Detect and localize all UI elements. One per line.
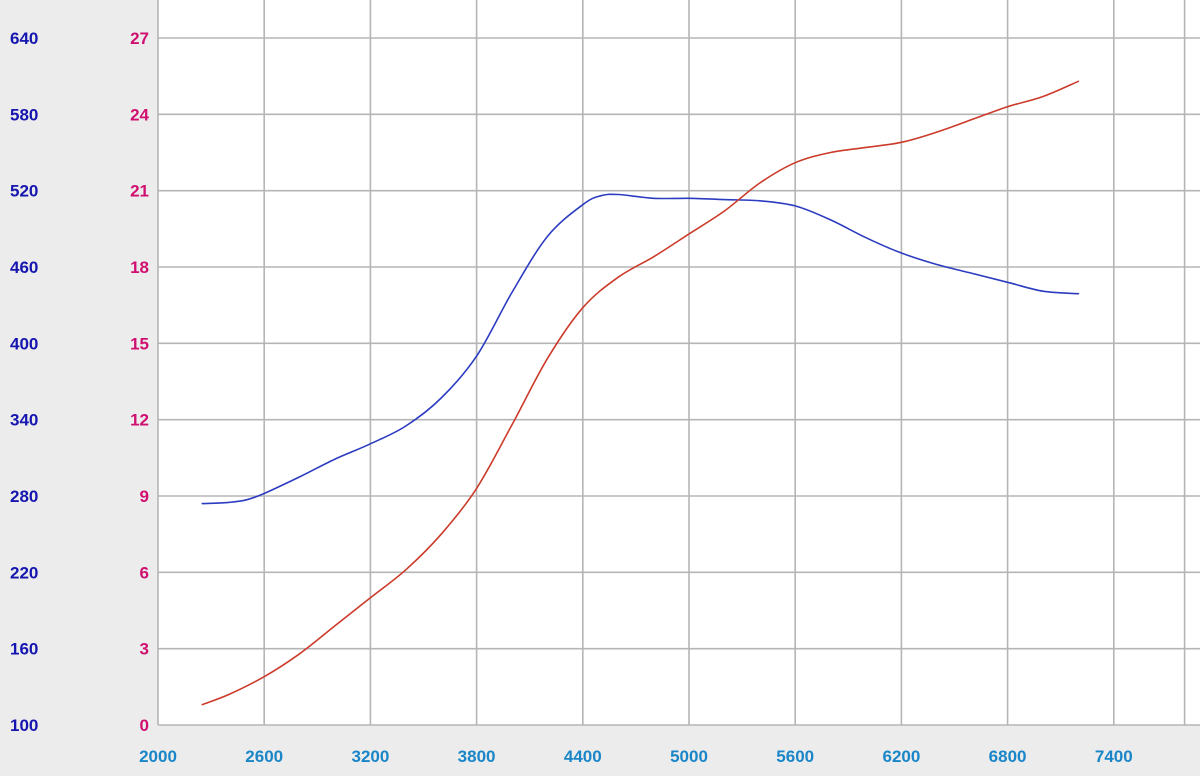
- left-axis-tick-label: 640: [10, 29, 38, 48]
- x-axis-tick-label: 7400: [1095, 747, 1133, 766]
- left-axis-tick-label: 340: [10, 411, 38, 430]
- x-axis-tick-label: 6200: [882, 747, 920, 766]
- x-axis-tick-label: 6800: [989, 747, 1027, 766]
- right-axis-tick-label: 21: [130, 182, 149, 201]
- right-axis-tick-label: 15: [130, 334, 149, 353]
- right-axis-tick-label: 24: [130, 105, 149, 124]
- left-axis-tick-label: 100: [10, 716, 38, 735]
- left-axis-tick-label: 580: [10, 105, 38, 124]
- left-axis-tick-label: 160: [10, 640, 38, 659]
- x-axis-tick-label: 4400: [564, 747, 602, 766]
- left-axis-tick-label: 220: [10, 563, 38, 582]
- series-line-blue: [201, 193, 1080, 505]
- x-axis-tick-label: 2600: [245, 747, 283, 766]
- x-axis-tick-label: 3800: [458, 747, 496, 766]
- series-line-red: [201, 80, 1080, 706]
- x-axis-tick-label: 5600: [776, 747, 814, 766]
- plot-area: [158, 0, 1200, 725]
- right-axis-tick-label: 0: [140, 716, 149, 735]
- x-axis-tick-label: 5000: [670, 747, 708, 766]
- x-axis-tick-label: 2000: [139, 747, 177, 766]
- x-axis-tick-label: 3200: [351, 747, 389, 766]
- right-axis-tick-label: 12: [130, 411, 149, 430]
- left-axis-tick-label: 280: [10, 487, 38, 506]
- right-axis-tick-label: 18: [130, 258, 149, 277]
- left-axis-tick-label: 400: [10, 334, 38, 353]
- right-axis-tick-label: 3: [140, 640, 149, 659]
- right-axis-tick-label: 6: [140, 563, 149, 582]
- right-axis-tick-label: 27: [130, 29, 149, 48]
- left-axis-tick-label: 460: [10, 258, 38, 277]
- left-axis-tick-label: 520: [10, 182, 38, 201]
- right-axis-tick-label: 9: [140, 487, 149, 506]
